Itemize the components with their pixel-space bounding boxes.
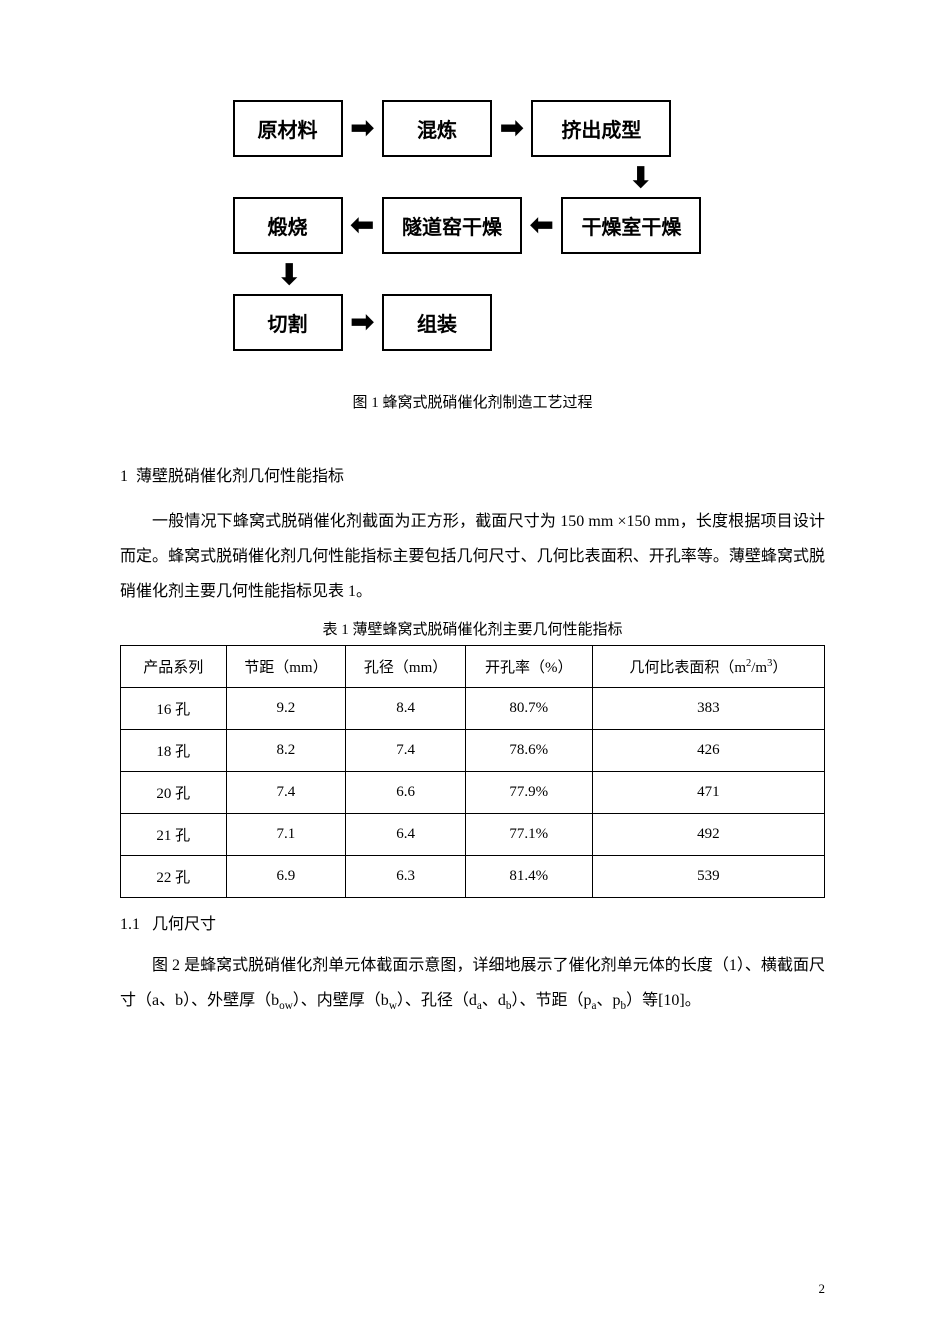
figure-1-caption: 图 1 蜂窝式脱硝催化剂制造工艺过程 — [120, 391, 825, 412]
table-cell: 6.9 — [226, 855, 346, 897]
table-cell: 16 孔 — [121, 687, 227, 729]
flowchart-diagram: 原材料 ➡ 混炼 ➡ 挤出成型 ⬇ 煅烧 ⬅ 隧道窑干燥 ⬅ 干燥室干燥 ⬇ 切… — [233, 100, 713, 351]
table-cell: 7.4 — [346, 729, 466, 771]
flow-row-1: 原材料 ➡ 混炼 ➡ 挤出成型 — [233, 100, 713, 157]
table-row: 20 孔 7.4 6.6 77.9% 471 — [121, 771, 825, 813]
table-body: 16 孔 9.2 8.4 80.7% 383 18 孔 8.2 7.4 78.6… — [121, 687, 825, 897]
table-cell: 22 孔 — [121, 855, 227, 897]
flow-box-raw-material: 原材料 — [233, 100, 343, 157]
table-cell: 6.3 — [346, 855, 466, 897]
table-cell: 6.6 — [346, 771, 466, 813]
table-cell: 9.2 — [226, 687, 346, 729]
table-cell: 8.2 — [226, 729, 346, 771]
subsection-1-1-title: 几何尺寸 — [152, 916, 216, 933]
table-header-product: 产品系列 — [121, 645, 227, 687]
section-1-number: 1 — [120, 468, 128, 485]
section-1-heading: 1 薄壁脱硝催化剂几何性能指标 — [120, 462, 825, 486]
subsection-1-1-paragraph: 图 2 是蜂窝式脱硝催化剂单元体截面示意图，详细地展示了催化剂单元体的长度（1）… — [120, 948, 825, 1019]
table-cell: 77.9% — [465, 771, 592, 813]
flow-arrow-down-1: ⬇ — [233, 165, 713, 193]
subsection-1-1-number: 1.1 — [120, 916, 140, 933]
flow-arrow-down-2: ⬇ — [233, 262, 713, 290]
table-cell: 18 孔 — [121, 729, 227, 771]
table-cell: 80.7% — [465, 687, 592, 729]
flow-box-assembly: 组装 — [382, 294, 492, 351]
section-1-paragraph: 一般情况下蜂窝式脱硝催化剂截面为正方形，截面尺寸为 150 mm ×150 mm… — [120, 504, 825, 610]
table-cell: 77.1% — [465, 813, 592, 855]
arrow-left-icon: ⬅ — [343, 212, 382, 240]
table-row: 16 孔 9.2 8.4 80.7% 383 — [121, 687, 825, 729]
arrow-down-icon: ⬇ — [629, 165, 652, 193]
arrow-right-icon: ➡ — [343, 309, 382, 337]
table-cell: 383 — [592, 687, 824, 729]
table-row: 21 孔 7.1 6.4 77.1% 492 — [121, 813, 825, 855]
flow-box-room-drying: 干燥室干燥 — [561, 197, 701, 254]
table-cell: 21 孔 — [121, 813, 227, 855]
table-1-caption: 表 1 薄壁蜂窝式脱硝催化剂主要几何性能指标 — [120, 618, 825, 639]
table-header-row: 产品系列 节距（mm） 孔径（mm） 开孔率（%） 几何比表面积（m2/m3） — [121, 645, 825, 687]
flow-box-calcination: 煅烧 — [233, 197, 343, 254]
table-cell: 6.4 — [346, 813, 466, 855]
arrow-left-icon: ⬅ — [522, 212, 561, 240]
table-header-aperture: 孔径（mm） — [346, 645, 466, 687]
table-header-pitch: 节距（mm） — [226, 645, 346, 687]
table-cell: 539 — [592, 855, 824, 897]
table-cell: 20 孔 — [121, 771, 227, 813]
table-cell: 426 — [592, 729, 824, 771]
flow-row-3: 切割 ➡ 组装 — [233, 294, 713, 351]
table-cell: 492 — [592, 813, 824, 855]
flow-box-tunnel-drying: 隧道窑干燥 — [382, 197, 522, 254]
table-header-open-rate: 开孔率（%） — [465, 645, 592, 687]
table-cell: 78.6% — [465, 729, 592, 771]
table-cell: 7.1 — [226, 813, 346, 855]
table-header-surface-area: 几何比表面积（m2/m3） — [592, 645, 824, 687]
flow-row-2: 煅烧 ⬅ 隧道窑干燥 ⬅ 干燥室干燥 — [233, 197, 713, 254]
flow-box-cutting: 切割 — [233, 294, 343, 351]
table-1: 产品系列 节距（mm） 孔径（mm） 开孔率（%） 几何比表面积（m2/m3） … — [120, 645, 825, 898]
arrow-right-icon: ➡ — [492, 115, 531, 143]
table-cell: 471 — [592, 771, 824, 813]
table-cell: 81.4% — [465, 855, 592, 897]
page-number: 2 — [819, 1281, 826, 1297]
arrow-down-icon: ⬇ — [278, 262, 301, 290]
table-cell: 7.4 — [226, 771, 346, 813]
subsection-1-1-heading: 1.1 几何尺寸 — [120, 910, 825, 934]
table-cell: 8.4 — [346, 687, 466, 729]
flow-box-mixing: 混炼 — [382, 100, 492, 157]
flow-box-extrusion: 挤出成型 — [531, 100, 671, 157]
section-1-title: 薄壁脱硝催化剂几何性能指标 — [136, 468, 344, 485]
arrow-right-icon: ➡ — [343, 115, 382, 143]
table-row: 22 孔 6.9 6.3 81.4% 539 — [121, 855, 825, 897]
table-row: 18 孔 8.2 7.4 78.6% 426 — [121, 729, 825, 771]
